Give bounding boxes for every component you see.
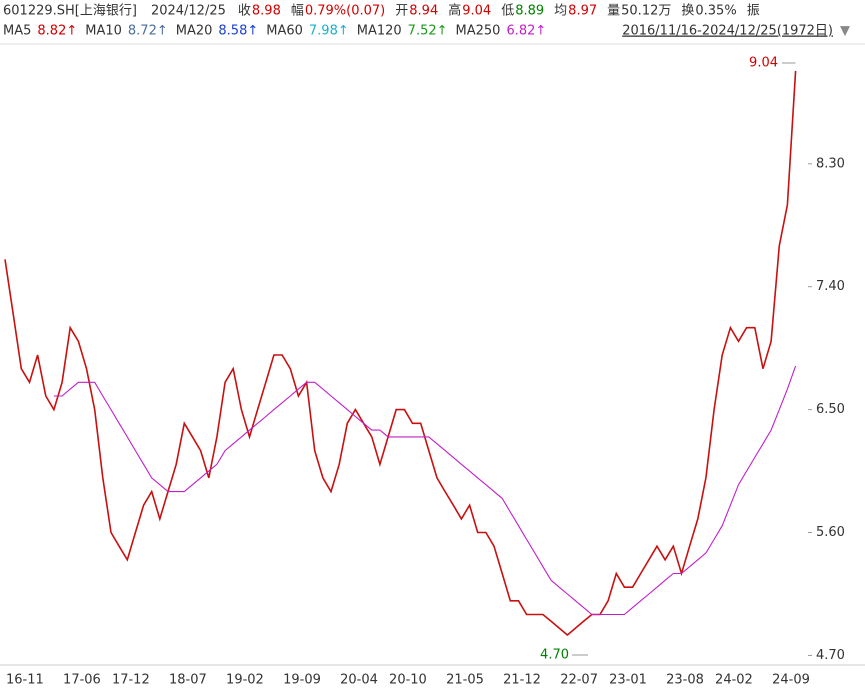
- info-value: 8.97: [568, 4, 597, 19]
- max-label: 9.04: [749, 56, 778, 71]
- ma-value: 7.52↑: [408, 24, 448, 39]
- info-label: 幅: [291, 4, 304, 19]
- x-tick-label: 20-04: [340, 673, 378, 688]
- min-label: 4.70: [540, 648, 569, 663]
- x-tick-label: 24-02: [715, 673, 753, 688]
- info-label: 均: [554, 4, 567, 19]
- date-range[interactable]: 2016/11/16-2024/12/25(1972日): [622, 24, 833, 39]
- info-label: 低: [501, 4, 514, 19]
- info-label: 开: [395, 4, 408, 19]
- ma-name: MA10: [85, 24, 122, 39]
- ma-value: 8.72↑: [128, 24, 168, 39]
- info-label: 振: [747, 4, 760, 19]
- y-tick-label: 8.30: [816, 156, 845, 171]
- ma-value: 6.82↑: [506, 24, 546, 39]
- ma-name: MA20: [176, 24, 213, 39]
- info-value: 0.35%: [695, 4, 736, 19]
- x-tick-label: 24-09: [772, 673, 810, 688]
- date: 2024/12/25: [151, 4, 226, 19]
- info-label: 收: [238, 4, 251, 19]
- ma-name: MA5: [3, 24, 31, 39]
- y-tick-label: 7.40: [816, 279, 845, 294]
- price-line: [53, 365, 797, 616]
- x-tick-label: 19-02: [226, 673, 264, 688]
- y-tick-label: 4.70: [816, 648, 845, 663]
- x-tick-label: 17-06: [63, 673, 101, 688]
- info-label: 高: [448, 3, 461, 19]
- info-value: 50.12万: [621, 4, 671, 19]
- ma-value: 7.98↑: [309, 24, 349, 39]
- x-tick-label: 18-07: [169, 673, 207, 688]
- collapse-arrow[interactable]: ▼: [840, 24, 850, 39]
- x-tick-label: 17-12: [112, 673, 150, 688]
- x-tick-label: 22-07: [560, 673, 598, 688]
- x-tick-label: 21-12: [503, 673, 541, 688]
- info-value: 9.04: [462, 4, 491, 19]
- info-label: 换: [681, 4, 694, 19]
- x-tick-label: 19-09: [283, 673, 321, 688]
- x-tick-label: 23-08: [666, 673, 704, 688]
- ma-name: MA60: [266, 24, 303, 39]
- info-label: 量: [607, 4, 620, 19]
- x-tick-label: 23-01: [609, 673, 647, 688]
- ma-name: MA120: [357, 24, 402, 39]
- y-tick-label: 5.60: [816, 525, 845, 540]
- y-tick-label: 6.50: [816, 402, 845, 417]
- info-value: 8.94: [409, 4, 438, 19]
- x-tick-label: 21-05: [446, 673, 484, 688]
- info-value: 8.98: [252, 4, 281, 19]
- x-tick-label: 16-11: [6, 673, 44, 688]
- ma-name: MA250: [456, 24, 501, 39]
- symbol: 601229.SH[上海银行]: [3, 4, 137, 19]
- ma-value: 8.82↑: [37, 24, 77, 39]
- ma-value: 8.58↑: [218, 24, 258, 39]
- price-line: [4, 70, 797, 637]
- x-tick-label: 20-10: [389, 673, 427, 688]
- info-value: 8.89: [515, 4, 544, 19]
- info-value: 0.79%(0.07): [305, 4, 385, 19]
